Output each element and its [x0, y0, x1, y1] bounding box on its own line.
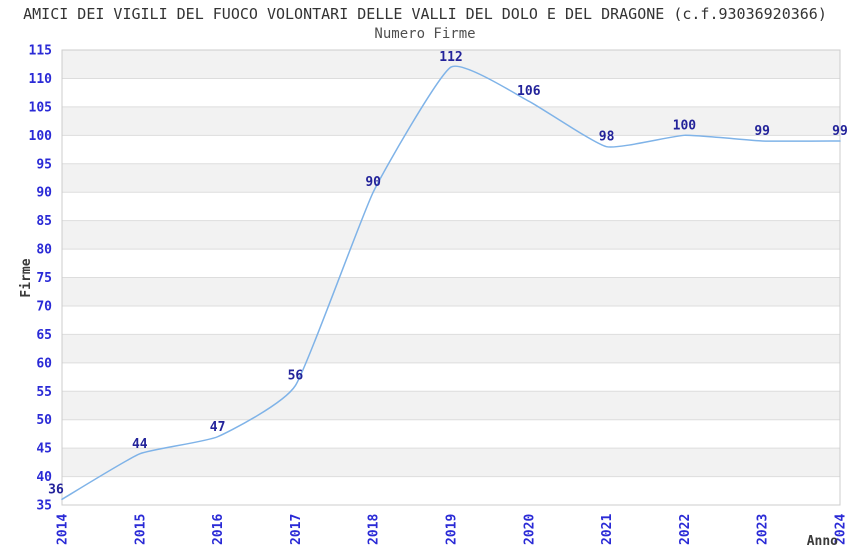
plot-band — [62, 50, 840, 79]
data-label: 44 — [132, 437, 148, 452]
x-tick-label: 2022 — [678, 514, 693, 545]
data-label: 47 — [210, 420, 226, 435]
y-tick-label: 40 — [36, 470, 52, 485]
plot-band — [62, 334, 840, 363]
x-tick-label: 2018 — [367, 514, 382, 545]
plot-band — [62, 78, 840, 107]
plot-band — [62, 163, 840, 193]
y-tick-label: 60 — [36, 356, 52, 371]
x-tick-label: 2014 — [56, 514, 71, 545]
plot-band — [62, 277, 840, 306]
data-label: 106 — [517, 84, 541, 99]
x-tick-label: 2020 — [522, 514, 537, 545]
data-label: 100 — [673, 118, 697, 133]
y-tick-label: 70 — [36, 299, 52, 314]
data-label: 90 — [365, 175, 381, 190]
y-tick-label: 90 — [36, 186, 52, 201]
plot-band — [62, 419, 840, 449]
x-tick-label: 2019 — [445, 514, 460, 545]
plot-band — [62, 476, 840, 505]
y-tick-label: 100 — [29, 129, 53, 144]
data-label: 36 — [48, 482, 64, 497]
y-tick-label: 65 — [36, 328, 52, 343]
plot-band — [62, 448, 840, 477]
plot-band — [62, 362, 840, 392]
y-axis-title: Firme — [19, 258, 34, 297]
plot-band — [62, 106, 840, 136]
chart-title: AMICI DEI VIGILI DEL FUOCO VOLONTARI DEL… — [23, 5, 827, 23]
y-tick-label: 105 — [29, 100, 52, 115]
x-tick-label: 2015 — [133, 514, 148, 545]
y-tick-label: 115 — [29, 44, 52, 59]
y-tick-label: 80 — [36, 243, 52, 258]
y-tick-label: 95 — [36, 157, 52, 172]
y-tick-label: 55 — [36, 385, 52, 400]
plot-band — [62, 249, 840, 278]
data-label: 99 — [832, 124, 848, 139]
data-label: 99 — [754, 124, 770, 139]
y-tick-label: 110 — [29, 72, 53, 87]
y-tick-label: 85 — [36, 214, 52, 229]
x-tick-label: 2023 — [756, 514, 771, 545]
y-tick-label: 75 — [36, 271, 52, 286]
x-tick-label: 2016 — [211, 514, 226, 545]
plot-band — [62, 192, 840, 221]
plot-band — [62, 135, 840, 164]
x-tick-label: 2017 — [289, 514, 304, 545]
plot-band — [62, 305, 840, 335]
y-tick-label: 45 — [36, 442, 52, 457]
x-tick-label: 2021 — [600, 514, 615, 545]
data-label: 56 — [288, 369, 304, 384]
y-tick-label: 35 — [36, 499, 52, 514]
x-tick-label: 2024 — [834, 514, 849, 545]
plot-band — [62, 220, 840, 250]
plot-border — [61, 49, 841, 506]
data-label: 98 — [599, 130, 615, 145]
line-series — [61, 65, 841, 501]
x-axis-title: Anno — [807, 534, 838, 549]
y-tick-label: 50 — [36, 413, 52, 428]
plot-band — [62, 391, 840, 420]
data-label: 112 — [439, 50, 462, 65]
chart-subtitle: Numero Firme — [374, 26, 476, 42]
